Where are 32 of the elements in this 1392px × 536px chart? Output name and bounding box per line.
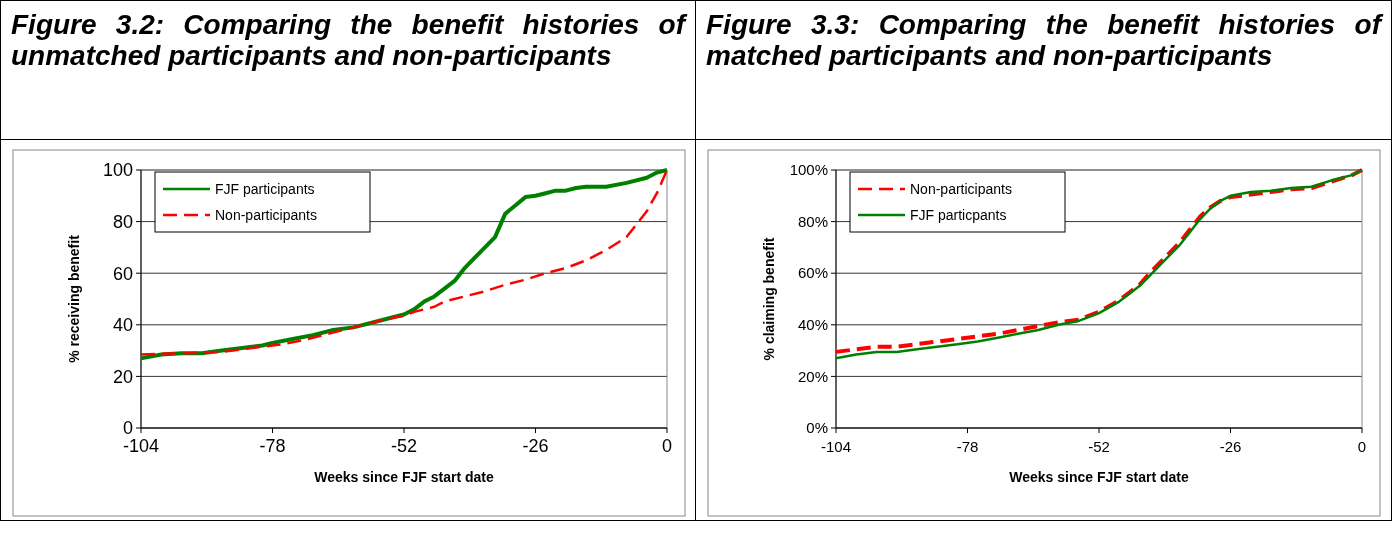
y-tick-label: 0% — [806, 419, 828, 437]
x-tick-label: -78 — [956, 438, 979, 455]
x-tick-label: -104 — [820, 438, 852, 455]
y-axis-title: % claiming benefit — [761, 237, 777, 361]
x-tick-label: -52 — [1088, 438, 1110, 455]
y-tick-label: 80% — [797, 212, 828, 230]
x-tick-label: -78 — [259, 436, 286, 456]
x-tick-label: -26 — [522, 436, 549, 456]
x-tick-label: 0 — [661, 436, 673, 456]
legend-label: Non-participants — [910, 180, 1012, 197]
y-tick-label: 60% — [797, 264, 828, 282]
y-tick-label: 100 — [102, 160, 133, 181]
chart-title: Figure 3.2: Comparing the benefit histories of unmatched participants and non-participants — [1, 0, 695, 140]
y-tick-label: 100% — [789, 161, 828, 179]
y-tick-label: 40 — [112, 315, 133, 336]
y-tick-label: 20% — [797, 367, 828, 385]
x-tick-label: -52 — [390, 436, 418, 456]
y-tick-label: 0 — [122, 418, 133, 439]
legend-label: FJF particpants — [910, 206, 1007, 223]
y-tick-label: 60 — [112, 263, 133, 284]
x-tick-label: -26 — [1219, 438, 1242, 455]
x-axis-title: Weeks since FJF start date — [314, 469, 494, 485]
y-tick-label: 40% — [797, 316, 828, 334]
legend-label: Non-participants — [215, 206, 317, 223]
y-tick-label: 20 — [112, 366, 133, 387]
y-tick-label: 80 — [112, 211, 133, 232]
y-axis-title: % receiving benefit — [66, 234, 82, 363]
x-tick-label: -104 — [122, 436, 160, 456]
chart-title: Figure 3.3: Comparing the benefit histories of matched participants and non-participants — [696, 0, 1391, 140]
legend-label: FJF participants — [215, 180, 315, 197]
x-tick-label: 0 — [1357, 438, 1367, 455]
x-axis-title: Weeks since FJF start date — [1009, 469, 1189, 485]
